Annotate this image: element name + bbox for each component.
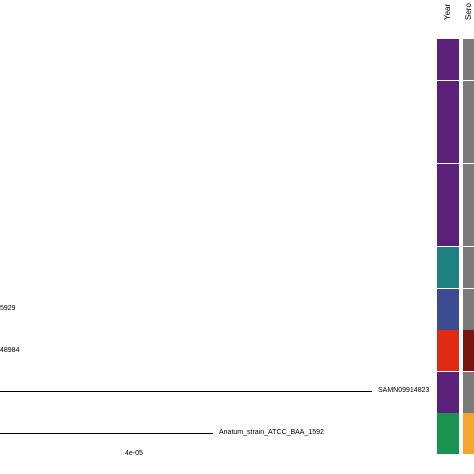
tip-label-5929: 5929 [0, 305, 16, 312]
heatmap-cell [437, 39, 459, 81]
heatmap-cell [463, 289, 474, 331]
heatmap-cell [463, 81, 474, 123]
heatmap-cell [437, 164, 459, 206]
heatmap-cell [463, 205, 474, 247]
heatmap-cell [437, 205, 459, 247]
branch-samn09914823 [0, 391, 372, 392]
heatmap-header-year: Year [443, 3, 452, 20]
heatmap-cell [437, 247, 459, 289]
heatmap-cell [437, 330, 459, 372]
heatmap-cell [463, 164, 474, 206]
heatmap-cell [463, 372, 474, 414]
heatmap-cell [463, 39, 474, 81]
scale-label: 4e-05 [125, 450, 143, 457]
heatmap-cell [437, 81, 459, 123]
branch-anatum [0, 433, 213, 434]
heatmap-cell [437, 122, 459, 164]
heatmap-cell [437, 413, 459, 455]
heatmap-cell [463, 330, 474, 372]
heatmap-cell [463, 247, 474, 289]
tip-label-48984: 48984 [0, 347, 20, 354]
tip-label-samn09914823: SAMN09914823 [378, 387, 430, 394]
tip-label-anatum: Anatum_strain_ATCC_BAA_1592 [219, 429, 324, 436]
heatmap-cell [463, 413, 474, 455]
heatmap-cell [437, 289, 459, 331]
heatmap-header-sero: Sero [464, 3, 473, 20]
heatmap-cell [463, 122, 474, 164]
heatmap-cell [437, 372, 459, 414]
